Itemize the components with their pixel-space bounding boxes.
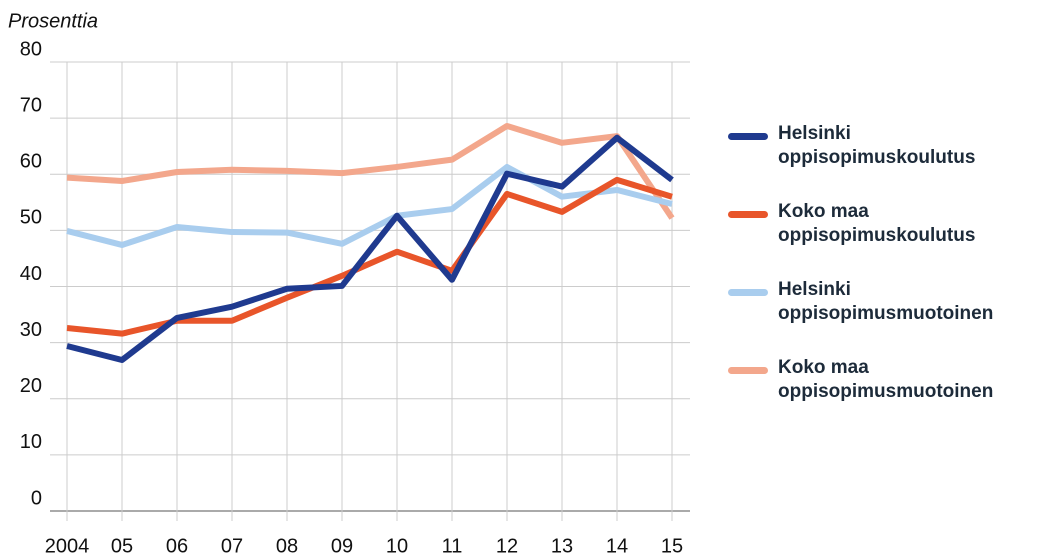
legend-item: Helsinki oppisopimuskoulutus	[728, 122, 1054, 170]
x-tick-label: 09	[331, 535, 353, 557]
y-tick-label: 80	[20, 38, 42, 60]
y-tick-label: 0	[31, 487, 42, 509]
x-tick-label: 10	[386, 535, 408, 557]
legend-item: Koko maa oppisopimusmuotoinen	[728, 356, 1054, 404]
x-tick-label: 15	[661, 535, 683, 557]
y-axis-label: Prosenttia	[8, 10, 98, 32]
x-tick-label: 06	[166, 535, 188, 557]
legend-swatch	[728, 289, 768, 296]
x-tick-label: 05	[111, 535, 133, 557]
y-tick-label: 20	[20, 375, 42, 397]
x-tick-label: 07	[221, 535, 243, 557]
line-series	[66, 176, 673, 337]
legend-swatch	[728, 367, 768, 374]
line-series	[66, 134, 674, 364]
legend-item: Helsinki oppisopimusmuotoinen	[728, 278, 1054, 326]
legend-item: Koko maa oppisopimuskoulutus	[728, 200, 1054, 248]
y-tick-label: 30	[20, 319, 42, 341]
legend-label: Koko maa oppisopimuskoulutus	[778, 201, 976, 246]
legend-label: Koko maa oppisopimusmuotoinen	[778, 357, 994, 402]
legend-label: Helsinki oppisopimusmuotoinen	[778, 279, 994, 324]
y-tick-label: 60	[20, 151, 42, 173]
y-tick-label: 50	[20, 207, 42, 229]
legend-swatch	[728, 211, 768, 218]
x-tick-label: 2004	[45, 535, 90, 557]
x-tick-label: 08	[276, 535, 298, 557]
y-tick-label: 70	[20, 94, 42, 116]
x-tick-label: 12	[496, 535, 518, 557]
line-series	[66, 122, 675, 220]
x-tick-label: 13	[551, 535, 573, 557]
legend-swatch	[728, 133, 768, 140]
x-tick-label: 11	[442, 535, 463, 557]
y-tick-label: 40	[20, 263, 42, 285]
line-series	[66, 163, 673, 248]
y-tick-label: 10	[20, 431, 42, 453]
x-tick-label: 14	[606, 535, 628, 557]
legend-label: Helsinki oppisopimuskoulutus	[778, 123, 976, 168]
